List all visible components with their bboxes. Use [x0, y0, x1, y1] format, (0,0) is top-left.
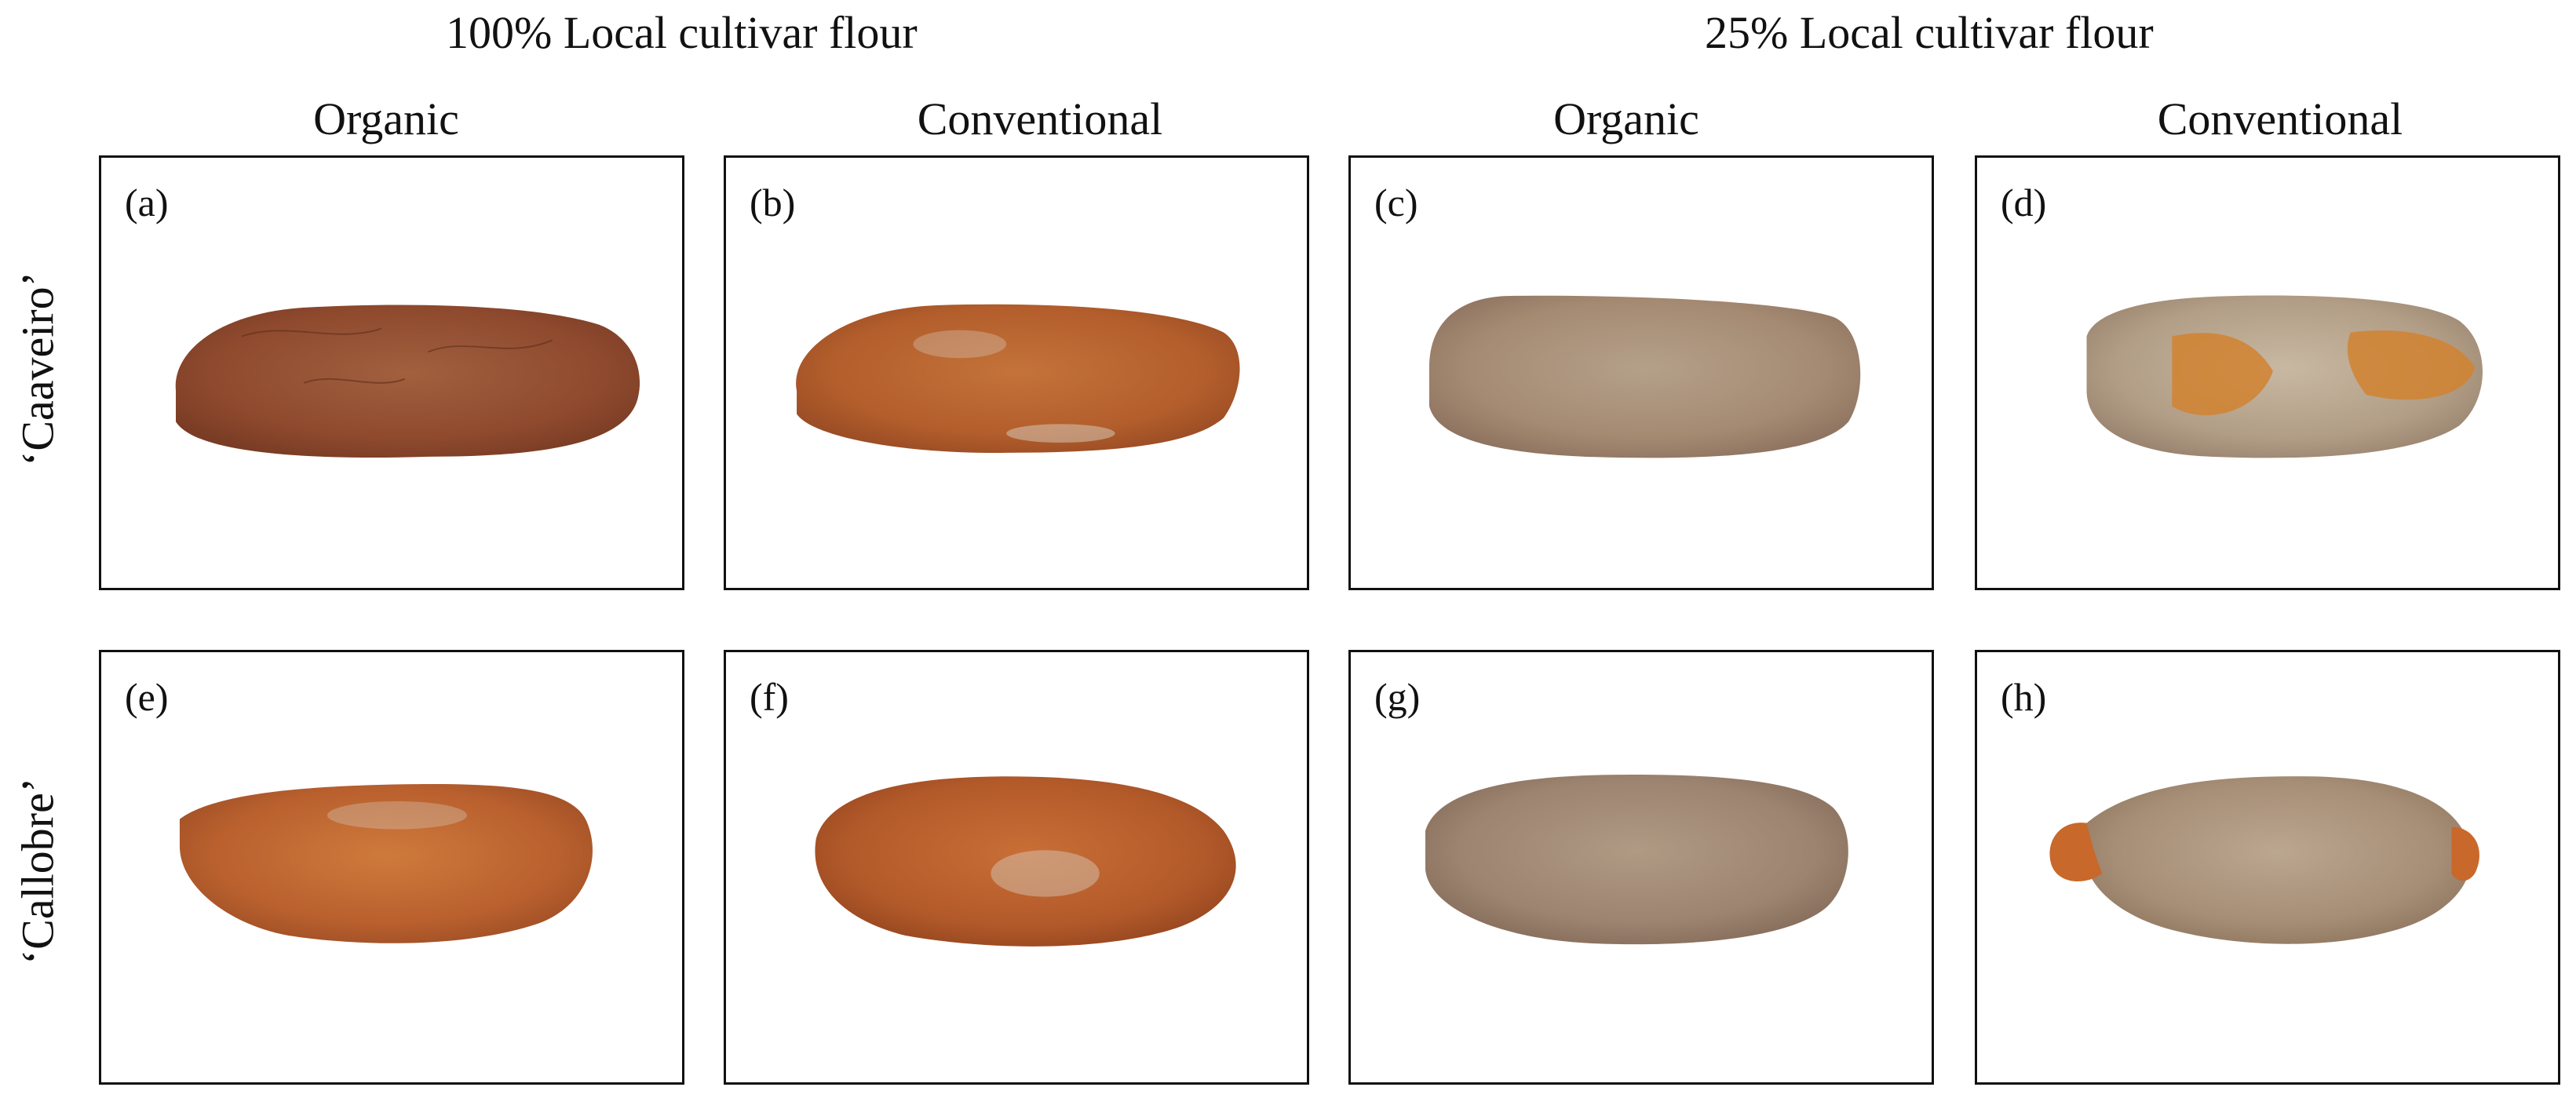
- panel-letter-c: (c): [1374, 181, 1418, 224]
- panel-letter-e: (e): [125, 675, 169, 719]
- bread-loaf-image-b: [796, 304, 1240, 454]
- bread-photo-panel-a: (a): [99, 155, 684, 590]
- bread-photo-panel-f: (f): [724, 650, 1309, 1085]
- panel-letter-a: (a): [125, 181, 169, 224]
- column-title-conventional-25: Conventional: [2157, 93, 2403, 144]
- bread-loaf-image-c: [1428, 295, 1861, 458]
- group-title-25-percent: 25% Local cultivar flour: [1705, 7, 2154, 58]
- column-title-organic-25: Organic: [1553, 93, 1699, 144]
- panel-letter-g: (g): [1374, 675, 1421, 719]
- column-title-organic-100: Organic: [313, 93, 459, 144]
- panel-letter-d: (d): [2001, 181, 2047, 224]
- bread-loaf-image-e: [179, 783, 593, 943]
- bread-loaf-image-f: [815, 776, 1236, 947]
- panel-letter-b: (b): [750, 181, 796, 224]
- bread-loaf-image-g: [1425, 775, 1848, 945]
- bread-photo-panel-g: (g): [1348, 650, 1934, 1085]
- bread-loaf-image-h: [2049, 776, 2479, 944]
- bread-photo-panel-e: (e): [99, 650, 684, 1085]
- row-label-caaveiro: ‘Caaveiro’: [12, 272, 64, 466]
- panel-letter-h: (h): [2001, 675, 2047, 719]
- bread-photo-panel-b: (b): [724, 155, 1309, 590]
- bread-photo-panel-h: (h): [1975, 650, 2560, 1085]
- row-label-callobre: ‘Callobre’: [12, 777, 64, 965]
- bread-photo-panel-c: (c): [1348, 155, 1934, 590]
- column-title-conventional-100: Conventional: [917, 93, 1163, 144]
- group-title-100-percent: 100% Local cultivar flour: [446, 7, 918, 58]
- bread-photo-panel-d: (d): [1975, 155, 2560, 590]
- panel-letter-f: (f): [750, 675, 789, 719]
- bread-loaf-image-d: [2086, 295, 2483, 458]
- bread-loaf-image-a: [175, 305, 640, 458]
